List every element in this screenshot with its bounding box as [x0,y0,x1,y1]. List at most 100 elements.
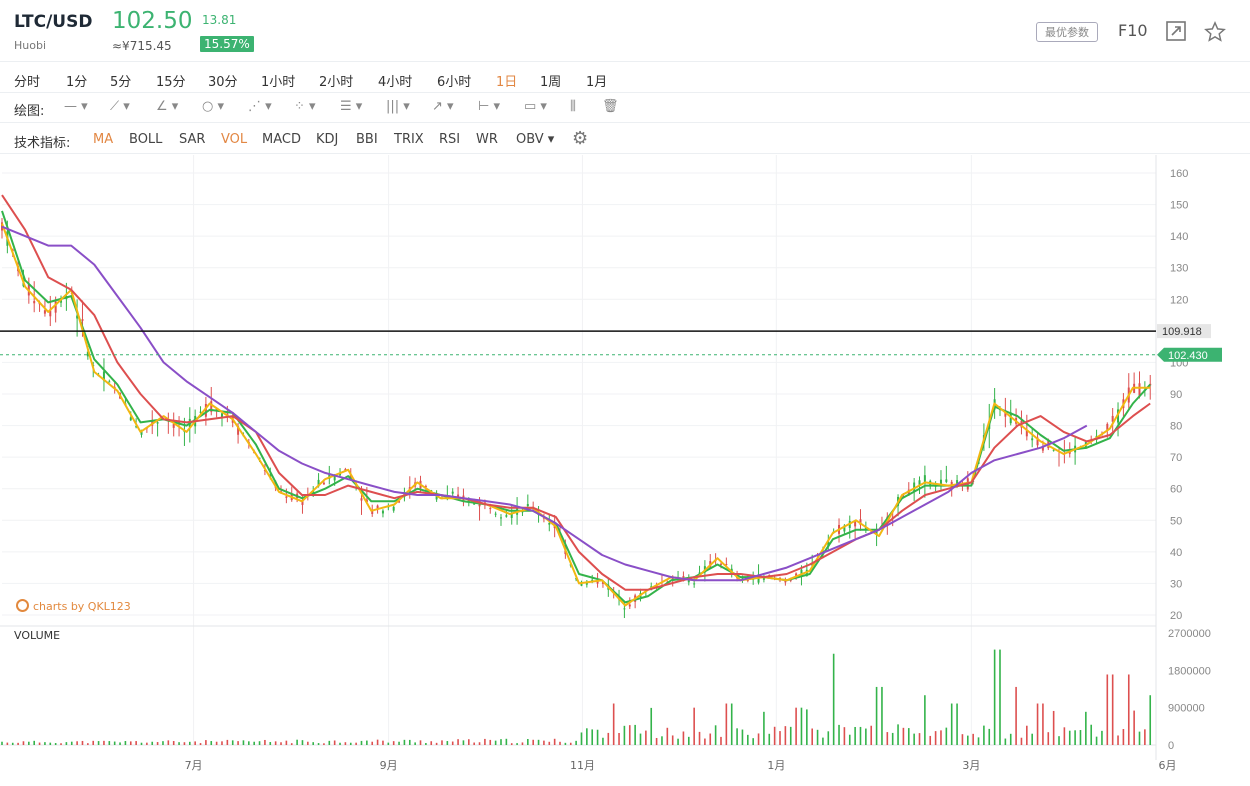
line-tool-icon[interactable]: — ▾ [64,99,88,114]
indicator-sar[interactable]: SAR [179,132,206,147]
zigzag-tool-icon[interactable]: ⋰ ▾ [248,99,272,114]
volume-bar-129 [693,707,695,745]
volume-bar-169 [907,728,910,745]
volume-bar-22 [119,742,121,745]
volume-bar-82 [441,740,443,745]
candle-style-icon[interactable]: ⫼ [570,99,576,114]
volume-bar-69 [371,741,374,745]
pattern-tool-icon[interactable]: ⁘ ▾ [294,99,316,114]
price-chart[interactable]: 1601501401301201101009080706050403020270… [0,155,1250,786]
candle-body-9 [49,310,52,317]
volume-bar-5 [28,741,30,745]
ray-tool-icon[interactable]: ⟋ ▾ [110,99,130,114]
measure-tool-icon[interactable]: ⊢ ▾ [478,99,500,114]
timeframe-9[interactable]: 1日 [496,75,518,90]
volume-bar-17 [92,740,95,745]
timeframe-0[interactable]: 分时 [14,75,41,90]
timeframe-2[interactable]: 5分 [110,75,132,90]
candle-body-29 [156,422,159,424]
gear-icon[interactable]: ⚙ [572,128,589,149]
fib-tool-icon[interactable]: ☰ ▾ [340,99,363,114]
volume-bar-93 [500,739,502,745]
timeframe-6[interactable]: 2小时 [319,75,354,90]
candle-body-159 [854,521,857,527]
timeframe-7[interactable]: 4小时 [378,75,413,90]
hline-label-bg [1157,324,1211,339]
volume-bar-41 [221,741,223,745]
watermark: charts by QKL123 [16,599,131,613]
volume-bar-171 [918,733,921,745]
volume-bar-84 [451,741,454,745]
volume-bar-109 [586,728,588,745]
params-button[interactable]: 最优参数 [1036,22,1098,42]
indicator-obv[interactable]: OBV ▾ [516,132,555,147]
volume-bar-140 [752,738,754,745]
volume-bar-95 [510,743,513,745]
indicator-vol[interactable]: VOL [221,132,248,147]
arrow-tool-icon[interactable]: ↗ ▾ [432,99,454,114]
volume-bar-73 [392,741,395,745]
candle-body-94 [505,515,508,517]
indicator-rsi[interactable]: RSI [439,132,461,147]
indicator-kdj[interactable]: KDJ [316,132,339,147]
volume-bar-204 [1095,736,1098,745]
star-icon[interactable] [1204,21,1226,43]
volume-bar-197 [1058,736,1060,745]
timeframe-3[interactable]: 15分 [156,75,186,90]
circle-tool-icon[interactable]: ○ ▾ [202,99,225,114]
volume-bar-19 [103,740,105,745]
candle-body-116 [623,608,626,610]
volume-bar-193 [1036,703,1039,745]
volume-bar-26 [140,742,143,745]
price-tick-13: 30 [1170,578,1182,590]
timeframe-11[interactable]: 1月 [586,75,608,90]
f10-button[interactable]: F10 [1118,21,1148,40]
volume-bar-25 [135,741,137,745]
volume-bar-202 [1085,711,1087,745]
volume-bar-40 [215,741,218,745]
volume-bar-63 [339,742,341,745]
exchange: Huobi [14,39,47,52]
trash-icon[interactable]: 🗑 [602,99,619,114]
indicator-ma[interactable]: MA [93,132,114,147]
indicator-macd[interactable]: MACD [262,132,301,147]
timeframe-5[interactable]: 1小时 [261,75,296,90]
angle-tool-icon[interactable]: ∠ ▾ [156,99,179,114]
text-tool-icon[interactable]: ▭ ▾ [524,99,547,114]
volume-bar-11 [60,743,62,745]
volume-bar-186 [999,649,1001,745]
volume-bar-213 [1144,729,1146,745]
volume-bar-36 [194,741,196,745]
volume-bar-203 [1090,724,1093,745]
candle-body-70 [376,505,379,509]
candle-body-196 [1052,449,1055,451]
timeframe-1[interactable]: 1分 [66,75,88,90]
ma-line-ma30 [1,194,1151,591]
timeframe-8[interactable]: 6小时 [437,75,472,90]
bars-tool-icon[interactable]: ||| ▾ [386,99,410,114]
indicator-bbi[interactable]: BBI [356,132,378,147]
candle-body-26 [140,430,143,435]
indicator-trix[interactable]: TRIX [394,132,424,147]
indicator-wr[interactable]: WR [476,132,498,147]
volume-bar-208 [1117,735,1119,745]
volume-bar-121 [650,707,653,745]
volume-bar-90 [484,738,486,745]
volume-bar-3 [17,742,19,745]
timeframe-4[interactable]: 30分 [208,75,238,90]
volume-bar-195 [1047,732,1050,745]
volume-bar-210 [1127,674,1130,745]
volume-bar-47 [253,741,255,745]
price-tick-2: 140 [1170,231,1188,243]
candle-body-38 [204,403,207,417]
volume-bar-2 [11,742,14,745]
volume-bar-78 [419,740,422,745]
volume-bar-154 [827,731,830,745]
volume-bar-157 [843,727,846,745]
indicator-boll[interactable]: BOLL [129,132,163,147]
timeframe-10[interactable]: 1周 [540,75,562,90]
fullscreen-icon[interactable] [1166,21,1186,41]
volume-bar-44 [237,741,239,745]
candle-body-117 [628,604,631,607]
candle-body-39 [210,401,213,412]
